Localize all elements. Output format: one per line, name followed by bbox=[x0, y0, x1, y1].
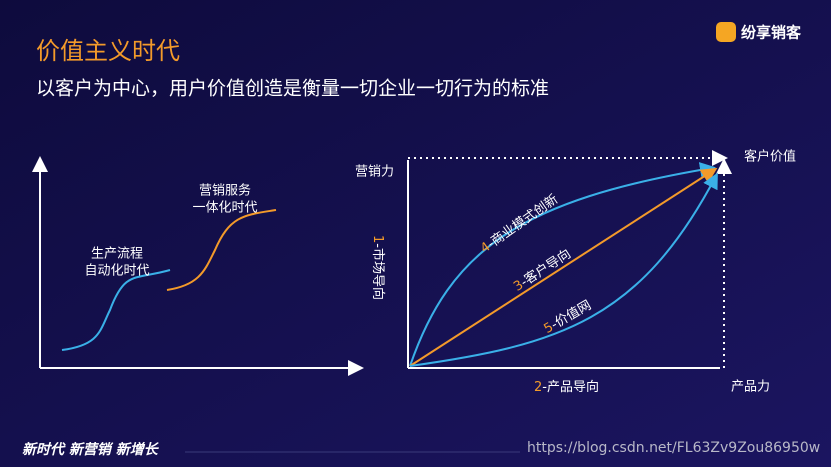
text-part: -产品导向 bbox=[542, 379, 599, 395]
text-part: 2 bbox=[534, 380, 542, 395]
curve bbox=[166, 209, 277, 291]
right-axes bbox=[407, 150, 732, 369]
logo-text: 纷享销客 bbox=[741, 24, 802, 42]
subtitle: 以客户为中心，用户价值创造是衡量一切企业一切行为的标准 bbox=[36, 78, 549, 100]
left-axes bbox=[32, 156, 364, 376]
axis-label: 产品力 bbox=[731, 380, 770, 395]
path-label: 2-产品导向 bbox=[534, 379, 599, 395]
title: 价值主义时代 bbox=[36, 37, 180, 65]
stage-label: 一体化时代 bbox=[192, 201, 257, 216]
stage-label: 生产流程 bbox=[91, 247, 143, 262]
url: https://blog.csdn.net/FL63Zv9Zou86950w bbox=[527, 440, 820, 456]
text-part: 1 bbox=[371, 235, 386, 243]
path-line bbox=[409, 167, 718, 367]
curve bbox=[61, 269, 171, 351]
path-curve bbox=[409, 172, 718, 367]
axis-label: 营销力 bbox=[355, 165, 394, 180]
stage-label: 自动化时代 bbox=[84, 264, 149, 279]
logo-icon bbox=[716, 22, 736, 42]
stage-label: 营销服务 bbox=[199, 183, 251, 199]
path-curve bbox=[409, 162, 716, 367]
path-label: 1-市场导向 bbox=[371, 235, 387, 300]
corner-label: 客户价值 bbox=[744, 149, 796, 165]
text-part: -市场导向 bbox=[371, 243, 387, 300]
slogan: 新时代 新营销 新增长 bbox=[22, 441, 160, 458]
